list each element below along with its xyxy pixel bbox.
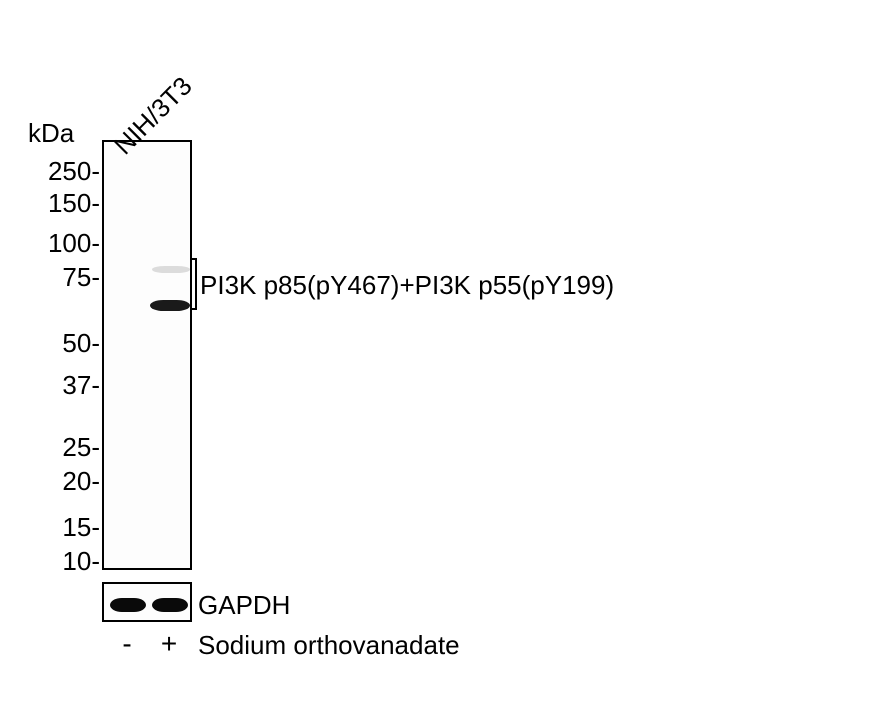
mw-marker: 20- <box>46 466 100 497</box>
mw-marker: 37- <box>46 370 100 401</box>
mw-marker: 25- <box>46 432 100 463</box>
mw-marker: 150- <box>32 188 100 219</box>
bracket-tick <box>191 258 197 260</box>
mw-marker: 100- <box>32 228 100 259</box>
loading-control-label: GAPDH <box>198 590 290 621</box>
gapdh-band <box>152 598 188 612</box>
treatment-label: Sodium orthovanadate <box>198 630 460 661</box>
mw-marker: 15- <box>46 512 100 543</box>
mw-marker: 250- <box>32 156 100 187</box>
bracket-tick <box>191 308 197 310</box>
loading-blot-panel <box>102 582 192 622</box>
main-blot-panel <box>102 140 192 570</box>
mw-marker: 10- <box>46 546 100 577</box>
band-faint <box>152 266 190 273</box>
mw-marker: 75- <box>46 262 100 293</box>
gapdh-band <box>110 598 146 612</box>
band-strong <box>150 300 190 311</box>
treatment-sign-neg: - <box>112 628 142 660</box>
treatment-sign-pos: + <box>154 628 184 660</box>
figure-container: kDa 250- 150- 100- 75- 50- 37- 25- 20- 1… <box>0 0 888 711</box>
target-label: PI3K p85(pY467)+PI3K p55(pY199) <box>200 270 614 301</box>
mw-marker: 50- <box>46 328 100 359</box>
target-bracket <box>195 258 197 310</box>
kda-unit-label: kDa <box>28 118 74 149</box>
